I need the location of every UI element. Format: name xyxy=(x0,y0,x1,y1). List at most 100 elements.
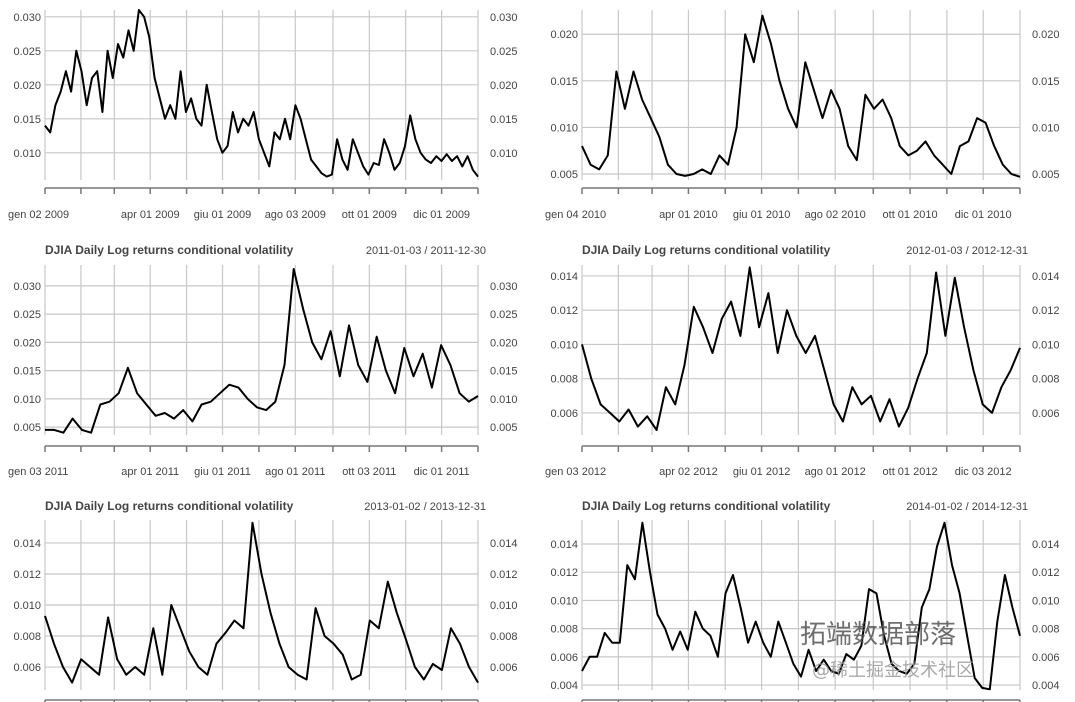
panel-title: DJIA Daily Log returns conditional volat… xyxy=(582,499,831,513)
y-tick-label-left: 0.020 xyxy=(13,80,41,92)
y-tick-label-right: 0.014 xyxy=(1032,271,1060,283)
panel-title: DJIA Daily Log returns conditional volat… xyxy=(45,243,294,257)
volatility-series-line xyxy=(44,9,479,178)
y-tick-label-left: 0.014 xyxy=(550,539,578,551)
volatility-series-line xyxy=(581,521,1021,691)
y-tick-label-left: 0.015 xyxy=(550,76,578,88)
y-tick-label-right: 0.010 xyxy=(1032,595,1060,607)
y-tick-label-left: 0.014 xyxy=(550,271,578,283)
y-tick-label-right: 0.014 xyxy=(1032,539,1060,551)
y-tick-label-left: 0.010 xyxy=(13,600,41,612)
x-tick-label: dic 01 2009 xyxy=(413,209,470,221)
y-tick-label-left: 0.008 xyxy=(550,374,578,386)
volatility-series-line xyxy=(581,266,1021,431)
y-tick-label-left: 0.006 xyxy=(550,408,578,420)
y-tick-label-left: 0.005 xyxy=(550,169,578,181)
y-tick-label-right: 0.010 xyxy=(490,394,518,406)
y-tick-label-left: 0.004 xyxy=(550,680,578,692)
y-tick-label-right: 0.004 xyxy=(1032,680,1060,692)
y-tick-label-left: 0.015 xyxy=(13,114,41,126)
date-range: 2011-01-03 / 2011-12-30 xyxy=(366,245,486,257)
volatility-series-line xyxy=(44,521,479,684)
y-tick-label-left: 0.008 xyxy=(13,631,41,643)
volatility-series-line xyxy=(581,14,1021,178)
y-tick-label-left: 0.030 xyxy=(13,12,41,24)
x-tick-label: giu 01 2010 xyxy=(733,209,791,221)
date-range: 2013-01-02 / 2013-12-31 xyxy=(364,501,486,513)
y-tick-label-left: 0.012 xyxy=(13,569,41,581)
x-tick-label: dic 03 2012 xyxy=(955,466,1012,478)
x-tick-label: gen 03 2012 xyxy=(545,466,606,478)
panel-title: DJIA Daily Log returns conditional volat… xyxy=(45,499,294,513)
panel-2: 0.005 0.005 0.010 0.010 0.015 0.015 0.020 0.020… xyxy=(8,243,518,478)
y-tick-label-left: 0.010 xyxy=(550,122,578,134)
y-tick-label-right: 0.030 xyxy=(490,281,518,293)
x-tick-label: ott 01 2009 xyxy=(342,209,397,221)
y-tick-label-left: 0.015 xyxy=(13,366,41,378)
x-tick-label: gen 03 2011 xyxy=(8,466,68,478)
x-tick-label: apr 01 2010 xyxy=(659,209,718,221)
y-tick-label-right: 0.025 xyxy=(490,46,518,58)
panel-1: 0.005 0.005 0.010 0.010 0.015 0.015 0.020 0.020… xyxy=(545,10,1060,221)
volatility-series-line xyxy=(45,268,479,434)
y-tick-label-right: 0.008 xyxy=(490,631,518,643)
y-tick-label-left: 0.008 xyxy=(550,624,578,636)
x-tick-label: gen 04 2010 xyxy=(545,209,606,221)
y-tick-label-right: 0.020 xyxy=(1032,29,1060,41)
y-tick-label-left: 0.020 xyxy=(13,337,41,349)
y-tick-label-right: 0.012 xyxy=(490,569,518,581)
x-tick-label: ago 02 2010 xyxy=(805,209,866,221)
y-tick-label-left: 0.005 xyxy=(13,422,41,434)
panel-title: DJIA Daily Log returns conditional volat… xyxy=(582,243,831,257)
x-tick-label: ago 01 2012 xyxy=(805,466,866,478)
y-tick-label-right: 0.005 xyxy=(490,422,518,434)
x-tick-label: gen 02 2009 xyxy=(8,209,69,221)
y-tick-label-right: 0.014 xyxy=(490,538,518,550)
y-tick-label-left: 0.025 xyxy=(13,46,41,58)
x-tick-label: dic 01 2010 xyxy=(955,209,1012,221)
y-tick-label-right: 0.005 xyxy=(1032,169,1060,181)
y-tick-label-left: 0.020 xyxy=(550,29,578,41)
y-tick-label-left: 0.010 xyxy=(13,394,41,406)
x-tick-label: ott 01 2010 xyxy=(883,209,938,221)
y-tick-label-right: 0.010 xyxy=(1032,339,1060,351)
x-tick-label: ago 01 2011 xyxy=(265,466,325,478)
y-tick-label-left: 0.025 xyxy=(13,309,41,321)
x-tick-label: giu 01 2009 xyxy=(194,209,252,221)
y-tick-label-right: 0.020 xyxy=(490,337,518,349)
x-tick-label: dic 01 2011 xyxy=(414,466,470,478)
x-tick-label: ago 03 2009 xyxy=(265,209,326,221)
panel-3: 0.006 0.006 0.008 0.008 0.010 0.010 0.012 0.012… xyxy=(545,243,1060,478)
y-tick-label-right: 0.006 xyxy=(1032,652,1060,664)
y-tick-label-right: 0.010 xyxy=(490,600,518,612)
x-tick-label: apr 01 2011 xyxy=(121,466,179,478)
watermark-brand: 拓端数据部落 xyxy=(800,620,957,650)
y-tick-label-left: 0.030 xyxy=(13,281,41,293)
date-range: 2012-01-03 / 2012-12-31 xyxy=(906,245,1028,257)
y-tick-label-right: 0.012 xyxy=(1032,567,1060,579)
y-tick-label-right: 0.006 xyxy=(1032,408,1060,420)
y-tick-label-right: 0.008 xyxy=(1032,374,1060,386)
y-tick-label-right: 0.012 xyxy=(1032,305,1060,317)
y-tick-label-right: 0.030 xyxy=(490,12,518,24)
y-tick-label-right: 0.015 xyxy=(490,366,518,378)
x-tick-label: apr 01 2009 xyxy=(121,209,180,221)
y-tick-label-left: 0.010 xyxy=(550,339,578,351)
y-tick-label-right: 0.008 xyxy=(1032,624,1060,636)
y-tick-label-left: 0.006 xyxy=(550,652,578,664)
y-tick-label-right: 0.015 xyxy=(490,114,518,126)
panel-5: 0.004 0.004 0.006 0.006 0.008 0.008 0.010 0.010… xyxy=(550,499,1060,702)
x-tick-label: giu 01 2012 xyxy=(733,466,791,478)
y-tick-label-left: 0.006 xyxy=(13,662,41,674)
x-tick-label: giu 01 2011 xyxy=(194,466,251,478)
x-tick-label: ott 03 2011 xyxy=(342,466,396,478)
watermark-community: @稀土掘金技术社区 xyxy=(812,660,974,681)
x-tick-label: ott 01 2012 xyxy=(883,466,938,478)
y-tick-label-left: 0.012 xyxy=(550,305,578,317)
panel-0: 0.010 0.010 0.015 0.015 0.020 0.020 0.025 0.025… xyxy=(8,9,518,221)
y-tick-label-left: 0.010 xyxy=(550,595,578,607)
y-tick-label-left: 0.012 xyxy=(550,567,578,579)
panel-4: 0.006 0.006 0.008 0.008 0.010 0.010 0.012 0.012… xyxy=(13,499,518,702)
date-range: 2014-01-02 / 2014-12-31 xyxy=(906,501,1028,513)
